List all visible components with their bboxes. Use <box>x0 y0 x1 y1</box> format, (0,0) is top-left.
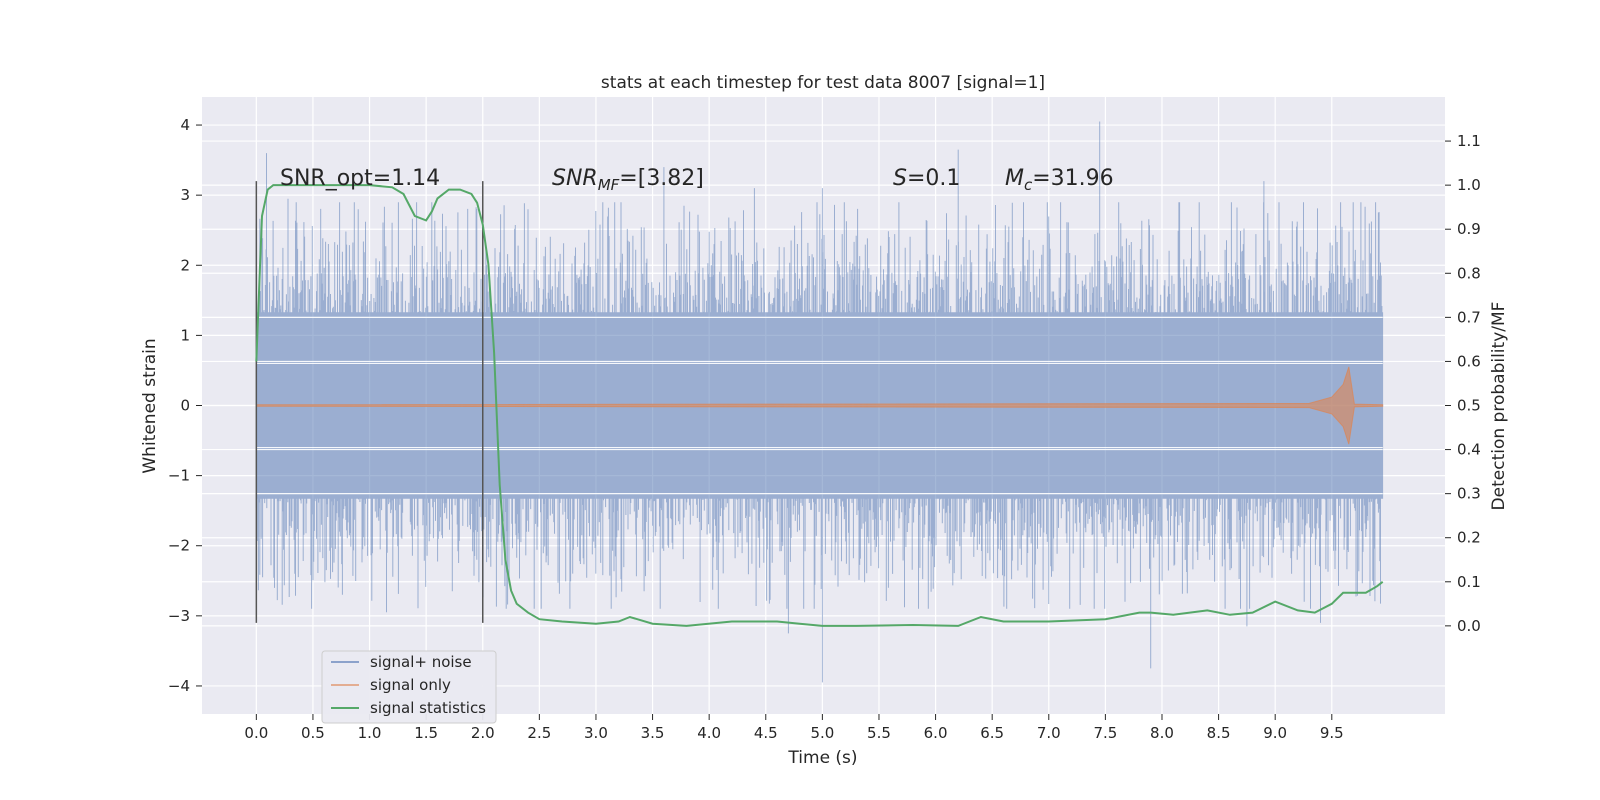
snr-mf-annotation: SNRMF=[3.82] <box>552 166 704 194</box>
signal-only-series <box>255 366 1384 445</box>
x-tick-label: 9.0 <box>1263 724 1287 742</box>
chart-title: stats at each timestep for test data 800… <box>601 73 1045 93</box>
snr-opt-annotation: SNR_opt=1.14 <box>280 166 440 191</box>
y2-tick-label: 0.1 <box>1457 573 1481 591</box>
y2-axis-label: Detection probability/MF <box>1489 302 1509 511</box>
y2-tick-label: 1.1 <box>1457 132 1481 150</box>
y2-tick-label: 0.7 <box>1457 308 1481 326</box>
y-axis-label: Whitened strain <box>140 338 160 473</box>
y-tick-label: −1 <box>168 467 190 485</box>
legend-label-signal-noise: signal+ noise <box>370 653 472 671</box>
x-tick-label: 3.0 <box>584 724 608 742</box>
y2-tick-label: 0.2 <box>1457 529 1481 547</box>
y2-tick-label: 0.4 <box>1457 441 1481 459</box>
x-tick-label: 6.0 <box>924 724 948 742</box>
signal-statistics-series <box>255 184 1384 627</box>
x-tick-label: 0.5 <box>301 724 325 742</box>
y2-tick-label: 0.5 <box>1457 397 1481 415</box>
mc-value: =31.96 <box>1032 166 1113 191</box>
x-tick-label: 2.0 <box>471 724 495 742</box>
x-tick-label: 7.0 <box>1037 724 1061 742</box>
y2-axis-ticks: 0.0 0.1 0.2 0.3 0.4 0.5 0.6 0.7 0.8 0.9 1.0 1.1 <box>1445 132 1481 635</box>
legend-label-signal-only: signal only <box>370 676 451 694</box>
legend-box <box>321 650 497 724</box>
y-tick-label: 2 <box>180 256 190 274</box>
s-symbol: S <box>893 166 907 191</box>
x-tick-label: 5.5 <box>867 724 891 742</box>
y-tick-label: 0 <box>180 397 190 415</box>
y-tick-label: 4 <box>180 116 190 134</box>
mc-subscript: c <box>1024 176 1033 194</box>
x-tick-label: 6.5 <box>980 724 1004 742</box>
x-tick-label: 3.5 <box>641 724 665 742</box>
mc-symbol: M <box>1005 166 1024 191</box>
y2-tick-label: 0.3 <box>1457 485 1481 503</box>
x-tick-label: 4.0 <box>697 724 721 742</box>
x-tick-label: 7.5 <box>1093 724 1117 742</box>
y-tick-label: 1 <box>180 326 190 344</box>
x-tick-label: 9.5 <box>1320 724 1344 742</box>
x-tick-label: 4.5 <box>754 724 778 742</box>
legend: signal+ noise signal only signal statist… <box>321 650 497 724</box>
snr-mf-symbol: SNR <box>552 166 598 191</box>
y-axis-ticks: −4 −3 −2 −1 0 1 2 3 4 <box>168 116 202 695</box>
x-axis-label: Time (s) <box>787 748 857 768</box>
y-tick-label: 3 <box>180 186 190 204</box>
y-tick-label: −2 <box>168 537 190 555</box>
x-tick-label: 0.0 <box>244 724 268 742</box>
y2-tick-label: 0.0 <box>1457 617 1481 635</box>
s-annotation: S=0.1 <box>893 166 960 191</box>
snr-mf-value: =[3.82] <box>619 166 704 191</box>
y-tick-label: −3 <box>168 607 190 625</box>
vertical-markers <box>255 181 484 623</box>
signal-statistics-line <box>255 184 1384 627</box>
x-axis-ticks: 0.0 0.5 1.0 1.5 2.0 2.5 3.0 3.5 4.0 4.5 5.0 5.5 6.0 6… <box>244 714 1344 742</box>
x-tick-label: 2.5 <box>527 724 551 742</box>
y-tick-label: −4 <box>168 677 190 695</box>
y2-tick-label: 0.8 <box>1457 264 1481 282</box>
y2-tick-label: 0.9 <box>1457 220 1481 238</box>
y2-tick-label: 1.0 <box>1457 176 1481 194</box>
signal-only-line <box>255 366 1384 445</box>
x-tick-label: 1.0 <box>358 724 382 742</box>
x-tick-label: 8.0 <box>1150 724 1174 742</box>
legend-label-signal-statistics: signal statistics <box>370 699 486 717</box>
snr-mf-subscript: MF <box>598 176 620 194</box>
signal-noise-series <box>255 121 1384 683</box>
x-tick-label: 1.5 <box>414 724 438 742</box>
mc-annotation: Mc=31.96 <box>1005 166 1114 194</box>
s-value: =0.1 <box>907 166 960 191</box>
x-tick-label: 5.0 <box>810 724 834 742</box>
y2-tick-label: 0.6 <box>1457 352 1481 370</box>
x-tick-label: 8.5 <box>1207 724 1231 742</box>
